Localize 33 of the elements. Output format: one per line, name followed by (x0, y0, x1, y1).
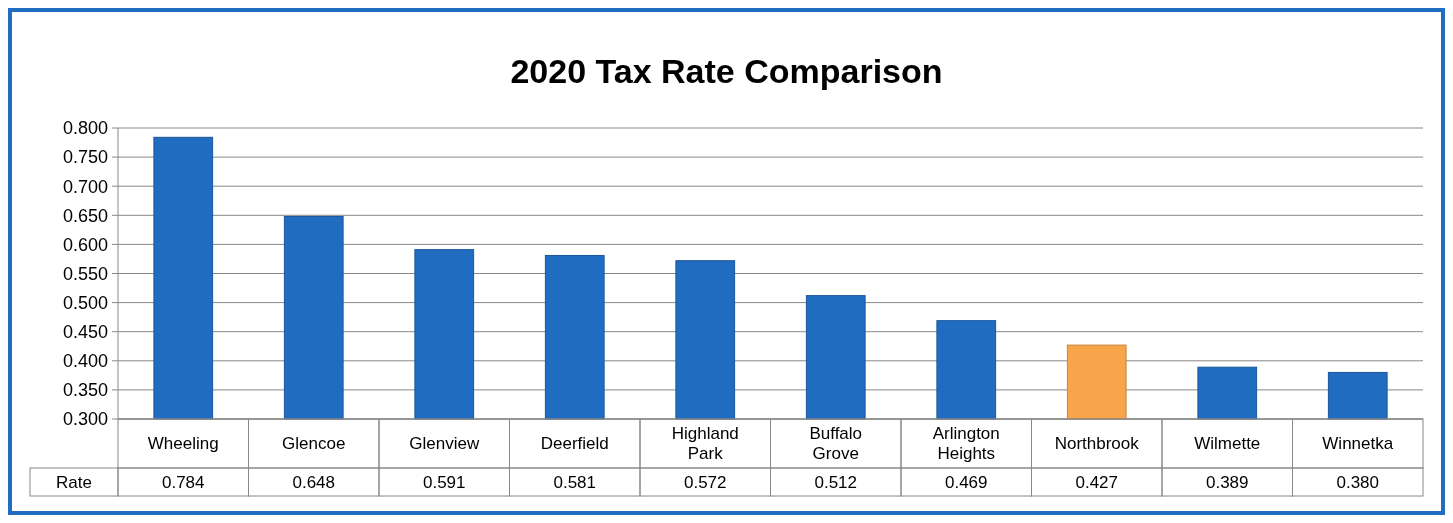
x-tick-label: Arlington Heights (932, 424, 1000, 464)
data-label: 0.380 (1336, 472, 1380, 492)
x-tick-label: Winnetka (1322, 434, 1394, 454)
x-tick-label: Highland Park (671, 424, 739, 464)
y-tick-label: 0.400 (62, 351, 108, 372)
y-tick-label: 0.500 (62, 292, 108, 313)
data-label: 0.591 (422, 472, 466, 492)
data-label: 0.427 (1075, 472, 1119, 492)
x-tick-label: Buffalo Grove (809, 424, 863, 464)
y-tick-label: 0.650 (62, 205, 108, 226)
x-tick-label: Wheeling (147, 434, 219, 454)
x-tick-label: Northbrook (1054, 434, 1140, 454)
y-tick-label: 0.300 (62, 409, 108, 430)
data-label: 0.572 (683, 472, 727, 492)
x-tick-label: Wilmette (1194, 434, 1261, 454)
y-tick-label: 0.600 (62, 234, 108, 255)
data-label: 0.581 (553, 472, 597, 492)
y-tick-label: 0.750 (62, 147, 108, 168)
data-label: 0.512 (814, 472, 858, 492)
y-tick-label: 0.550 (62, 263, 108, 284)
chart-title: 2020 Tax Rate Comparison (510, 52, 943, 90)
x-tick-label: Glencoe (282, 434, 346, 454)
x-tick-label: Glenview (409, 434, 480, 454)
y-tick-label: 0.800 (62, 118, 108, 139)
data-label: 0.784 (161, 472, 205, 492)
text: Rate (56, 472, 92, 492)
data-label: 0.469 (944, 472, 988, 492)
y-tick-label: 0.350 (62, 380, 108, 401)
data-label: 0.648 (292, 472, 336, 492)
y-tick-label: 0.700 (62, 176, 108, 197)
y-tick-label: 0.450 (62, 322, 108, 342)
x-tick-label: Deerfield (540, 434, 609, 454)
data-label: 0.389 (1205, 472, 1249, 492)
